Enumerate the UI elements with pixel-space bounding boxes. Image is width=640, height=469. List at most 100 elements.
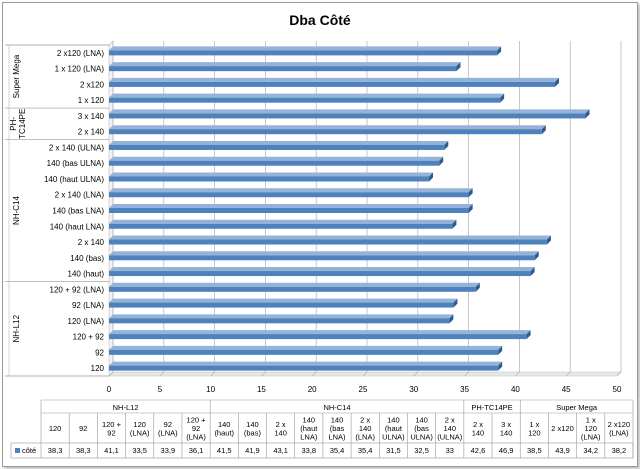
- table-category-label: 140 (haut ULNA): [382, 416, 405, 442]
- bar-top: [109, 156, 444, 161]
- table-group-header: Super Mega: [556, 403, 598, 412]
- bar: [109, 239, 547, 245]
- table-category-label: 92 (LNA): [158, 420, 178, 438]
- bar: [109, 129, 542, 135]
- x-tick-label: 20: [308, 385, 317, 394]
- bar-top: [109, 77, 560, 82]
- category-label: 1 x 120 (LNA): [55, 65, 105, 74]
- table-category-label: 140 (haut LNA): [300, 416, 318, 442]
- gridline-floor: [362, 371, 368, 377]
- table-value: 32,5: [414, 446, 429, 455]
- x-tick-label: 40: [511, 385, 520, 394]
- bar-top: [109, 140, 449, 145]
- legend-label: côté: [22, 446, 36, 455]
- category-label: 140 (haut): [68, 270, 105, 279]
- table-category-label: 2 x120: [551, 424, 574, 433]
- category-label: 2 x120: [80, 80, 105, 89]
- x-tick-label: 0: [107, 385, 112, 394]
- category-label: 1 x 120: [78, 96, 105, 105]
- bar-end: [530, 267, 535, 277]
- bar: [109, 176, 430, 182]
- bar-top: [109, 235, 551, 240]
- table-value: 41,5: [217, 446, 232, 455]
- bar-end: [453, 298, 458, 308]
- table-value: 36,1: [189, 446, 204, 455]
- category-label: 140 (bas): [70, 254, 104, 263]
- table-category-label: 2 x 140: [274, 420, 287, 438]
- table-value: 41,1: [104, 446, 119, 455]
- table-category-label: 120 +92: [102, 420, 122, 438]
- table-group-header: PH-TC14PE: [471, 403, 512, 412]
- gridline-floor: [515, 371, 520, 377]
- table-category-label: 3 x 140: [500, 420, 513, 438]
- x-tick-label: 30: [409, 385, 418, 394]
- bar: [109, 286, 476, 292]
- bar-top: [109, 219, 457, 224]
- table-category-label: 120 +92 (LNA): [186, 416, 206, 442]
- table-value: 33: [446, 446, 454, 455]
- table-category-label: 120 (LNA): [130, 420, 150, 438]
- category-label: 140 (bas ULNA): [47, 159, 105, 168]
- category-label: 2 x 140: [78, 238, 105, 247]
- x-tick-label: 5: [158, 385, 163, 394]
- group-label: NH-L12: [12, 314, 21, 342]
- bar-top: [109, 109, 590, 114]
- table-value: 33,8: [302, 446, 317, 455]
- table-category-label: 140 (bas ULNA): [410, 416, 433, 442]
- bar-top: [109, 361, 503, 366]
- table-value: 33,5: [132, 446, 147, 455]
- legend-swatch: [15, 448, 20, 453]
- table-group-header: NH-C14: [323, 403, 350, 412]
- x-tick-label: 45: [562, 385, 571, 394]
- table-value: 43,1: [273, 446, 288, 455]
- table-category-label: 140 (bas LNA): [328, 416, 346, 442]
- category-label: 2 x 140 (LNA): [55, 191, 105, 200]
- bar-top: [109, 282, 480, 287]
- bar: [109, 144, 445, 150]
- category-label: 140 (bas LNA): [52, 207, 104, 216]
- gridline-floor: [616, 371, 622, 377]
- bar-end: [439, 156, 444, 166]
- bar: [109, 97, 501, 103]
- bar-end: [475, 282, 480, 292]
- gridline-floor: [464, 371, 469, 377]
- category-label: 2 x 140 (ULNA): [49, 143, 104, 152]
- bar: [109, 271, 531, 277]
- table-group-header: NH-L12: [113, 403, 139, 412]
- bar-end: [468, 204, 473, 213]
- category-label: 140 (haut LNA): [50, 222, 105, 231]
- bar-top: [109, 46, 502, 51]
- bar-end: [534, 251, 539, 261]
- bar-end: [444, 140, 449, 150]
- bar-end: [498, 361, 503, 371]
- bar-top: [109, 314, 454, 319]
- table-category-label: 2 x 140: [472, 420, 485, 438]
- bar-top: [109, 267, 535, 272]
- bar: [109, 318, 450, 324]
- bar: [109, 255, 535, 261]
- gridline-floor: [565, 371, 571, 377]
- bar: [109, 208, 469, 213]
- table-value: 35,4: [358, 446, 373, 455]
- bar: [109, 223, 453, 229]
- bar-end: [449, 314, 454, 324]
- category-label: 120 (LNA): [68, 317, 105, 326]
- category-label: 120: [91, 364, 105, 373]
- table-value: 46,9: [499, 446, 514, 455]
- chart-title: Dba Côté: [289, 12, 351, 28]
- gridline-floor: [311, 371, 317, 377]
- group-label: PH-TC14PE: [9, 109, 27, 139]
- bar-top: [109, 125, 546, 130]
- table-category-label: 1 x 120 (LNA): [581, 416, 601, 442]
- bar-chart: Dba Côté 0 5 10 15 20 25 30 35 40 45 50 120 92 120 + …: [5, 12, 634, 459]
- table-value: 38,2: [612, 446, 627, 455]
- x-tick-label: 35: [460, 385, 469, 394]
- bar: [109, 365, 499, 371]
- gridline-floor: [413, 371, 419, 377]
- bar-top: [109, 330, 531, 335]
- table-category-label: 120: [49, 424, 62, 433]
- table-value: 35,4: [330, 446, 345, 455]
- table-category-label: 2 x 140 (ULNA): [437, 416, 463, 442]
- bar-end: [546, 235, 551, 245]
